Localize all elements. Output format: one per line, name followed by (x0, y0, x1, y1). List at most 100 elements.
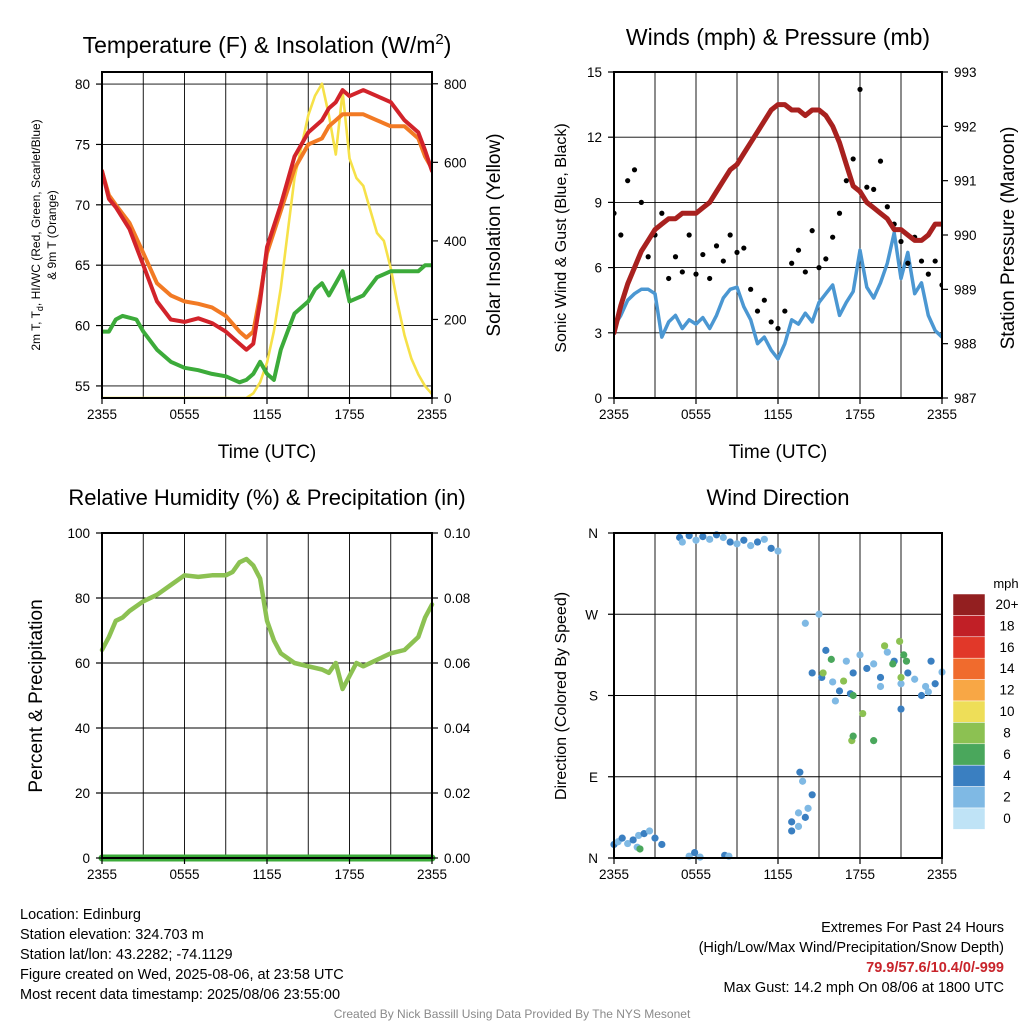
x-tick-label: 0555 (169, 867, 199, 882)
gust-point (850, 156, 856, 162)
direction-point (835, 687, 844, 695)
direction-point (927, 657, 935, 665)
winds-ylabel-left: Sonic Wind & Gust (Blue, Black) (553, 123, 570, 352)
direction-point (753, 538, 762, 546)
extremes-description: (High/Low/Max Wind/Precipitation/Snow De… (698, 940, 1004, 956)
gust-point (816, 265, 822, 271)
legend-label: 4 (1003, 768, 1011, 783)
left-y-tick-label: 40 (75, 721, 90, 736)
legend-swatch (952, 722, 986, 745)
left-y-tick-label: 0 (594, 391, 602, 406)
direction-point (863, 664, 871, 673)
temperature-xlabel: Time (UTC) (218, 442, 317, 463)
direction-point (651, 834, 659, 842)
direction-point (699, 533, 707, 541)
direction-point (788, 827, 796, 835)
temperature-series (102, 82, 432, 398)
station-location: Location: Edinburg (20, 907, 141, 923)
gust-point (795, 247, 802, 253)
right-y-tick-label: 0.00 (444, 851, 470, 866)
left-y-tick-label: 65 (75, 258, 90, 273)
station-info: Location: Edinburg Station elevation: 32… (20, 905, 344, 1005)
left-y-tick-label: 20 (75, 786, 90, 801)
winds-xlabel: Time (UTC) (729, 442, 828, 463)
direction-point (849, 732, 857, 740)
temperature-ylabel-right: Solar Insolation (Yellow) (484, 133, 505, 336)
legend-label: 16 (999, 640, 1014, 655)
x-tick-label: 2355 (87, 867, 117, 882)
gust-point (666, 275, 672, 282)
left-y-tick-label: 75 (75, 137, 90, 152)
x-tick-label: 0555 (169, 407, 199, 422)
title-sup: 2 (435, 31, 443, 48)
legend-label: 6 (1003, 747, 1011, 762)
direction-point (896, 637, 904, 645)
dewpoint-line (102, 263, 432, 385)
gust-point (748, 286, 754, 292)
direction-point (881, 642, 889, 650)
direction-tick-label: N (588, 526, 598, 541)
temperature-ylabel-left-2: & 9m T (Orange) (45, 190, 59, 280)
x-tick-label: 1155 (252, 867, 281, 882)
station-elevation: Station elevation: 324.703 m (20, 927, 204, 943)
left-y-tick-label: 100 (67, 526, 90, 541)
gust-point (768, 319, 774, 325)
temperature-panel: 2355 0555 1155 1755 235555606570758002004006… (29, 31, 505, 463)
gust-point (857, 86, 863, 92)
left-y-tick-label: 60 (75, 319, 90, 334)
direction-point (801, 813, 809, 821)
legend-title: mph (993, 576, 1018, 591)
direction-point (842, 657, 850, 665)
left-y-tick-label: 0 (82, 851, 90, 866)
gust-point (898, 238, 904, 245)
gust-point (707, 275, 713, 282)
gust-point (618, 232, 624, 238)
x-tick-label: 1755 (334, 867, 364, 882)
legend-label: 20+ (996, 597, 1019, 612)
right-y-tick-label: 0.08 (444, 591, 470, 606)
x-tick-label: 2355 (927, 867, 957, 882)
legend-swatch (952, 764, 986, 787)
legend-swatch (952, 807, 986, 830)
winds-ylabel-right: Station Pressure (Maroon) (998, 127, 1019, 350)
x-tick-label: 2355 (599, 867, 629, 882)
left-y-tick-label: 12 (587, 130, 602, 145)
legend-swatch (952, 743, 986, 766)
direction-point (788, 818, 796, 826)
legend-label: 10 (999, 704, 1014, 719)
temperature-title: Temperature (F) & Insolation (W/m2) (83, 31, 452, 58)
direction-point (799, 777, 807, 785)
gust-point (823, 256, 829, 262)
direction-point (796, 768, 804, 776)
direction-point (856, 651, 864, 659)
x-tick-label: 1155 (763, 407, 792, 422)
legend-label: 12 (999, 683, 1014, 698)
direction-point (640, 830, 648, 838)
direction-point (691, 848, 699, 857)
direction-point (635, 831, 643, 840)
gust-point (638, 199, 644, 205)
direction-point (629, 836, 637, 844)
gust-point (727, 232, 733, 238)
left-y-tick-label: 80 (75, 591, 90, 606)
x-tick-label: 1755 (334, 407, 364, 422)
x-tick-label: 2355 (417, 867, 447, 882)
gust-point (932, 258, 938, 264)
left-y-tick-label: 80 (75, 77, 90, 92)
left-y-tick-label: 15 (587, 65, 602, 80)
gust-point (645, 254, 651, 260)
legend-swatch (952, 636, 986, 659)
gust-point (679, 269, 685, 275)
gust-point (864, 184, 870, 190)
credit-line: Created By Nick Bassill Using Data Provi… (333, 1007, 691, 1021)
direction-point (719, 533, 727, 542)
right-y-tick-label: 988 (954, 337, 977, 352)
right-y-tick-label: 0.04 (444, 721, 471, 736)
legend-label: 8 (1003, 725, 1011, 740)
direction-point (692, 536, 700, 544)
x-tick-label: 2355 (599, 407, 629, 422)
direction-tick-label: W (585, 607, 598, 622)
direction-point (897, 673, 905, 682)
direction-point (747, 542, 755, 550)
x-tick-label: 0555 (681, 867, 711, 882)
